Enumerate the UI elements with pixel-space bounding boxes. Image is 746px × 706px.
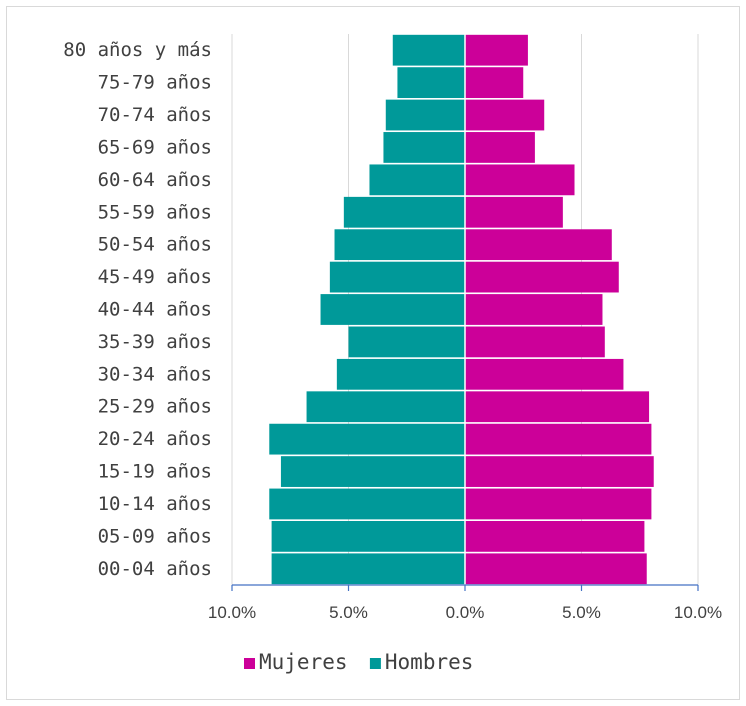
bar-mujeres-16: [465, 553, 647, 585]
bar-hombres-14: [269, 488, 465, 520]
bar-hombres-5: [343, 196, 465, 228]
bar-mujeres-15: [465, 520, 645, 552]
x-tick-label-4: 10.0%: [674, 603, 722, 622]
category-label-15: 05-09 años: [98, 525, 212, 547]
category-label-2: 70-74 años: [98, 104, 212, 126]
bar-mujeres-5: [465, 196, 563, 228]
bar-mujeres-7: [465, 261, 619, 293]
bar-mujeres-0: [465, 34, 528, 66]
x-tick-label-0: 10.0%: [208, 603, 256, 622]
bar-mujeres-11: [465, 391, 650, 423]
bar-hombres-11: [306, 391, 465, 423]
category-label-1: 75-79 años: [98, 72, 212, 94]
bar-mujeres-8: [465, 294, 603, 325]
bar-hombres-3: [383, 132, 465, 163]
bar-mujeres-4: [465, 164, 575, 196]
bar-hombres-8: [320, 294, 465, 325]
category-label-14: 10-14 años: [98, 493, 212, 515]
bar-hombres-7: [329, 261, 465, 293]
bar-hombres-13: [280, 456, 465, 487]
bar-mujeres-6: [465, 229, 612, 261]
category-label-4: 60-64 años: [98, 169, 212, 191]
bar-mujeres-12: [465, 423, 652, 455]
category-label-7: 45-49 años: [98, 266, 212, 288]
bar-mujeres-14: [465, 488, 652, 520]
bar-mujeres-1: [465, 67, 524, 99]
x-tick-label-1: 5.0%: [329, 603, 368, 622]
bar-hombres-9: [348, 326, 465, 358]
category-label-9: 35-39 años: [98, 331, 212, 353]
bar-hombres-12: [269, 423, 465, 455]
x-tick-label-2: 0.0%: [446, 603, 485, 622]
bar-hombres-16: [271, 553, 465, 585]
category-label-0: 80 años y más: [63, 39, 212, 61]
legend-swatch-mujeres: [244, 658, 255, 669]
legend-label-mujeres: Mujeres: [259, 650, 348, 674]
bar-mujeres-9: [465, 326, 605, 358]
category-label-16: 00-04 años: [98, 558, 212, 580]
bar-hombres-4: [369, 164, 465, 196]
category-label-13: 15-19 años: [98, 461, 212, 483]
bar-hombres-10: [336, 358, 465, 390]
category-label-8: 40-44 años: [98, 299, 212, 321]
bar-mujeres-3: [465, 132, 535, 163]
bar-hombres-15: [271, 520, 465, 552]
category-label-12: 20-24 años: [98, 428, 212, 450]
bar-mujeres-13: [465, 456, 654, 487]
bar-hombres-2: [385, 99, 465, 131]
category-label-6: 50-54 años: [98, 234, 212, 256]
bar-hombres-1: [397, 67, 465, 99]
legend-label-hombres: Hombres: [385, 650, 474, 674]
category-label-10: 30-34 años: [98, 363, 212, 385]
bar-mujeres-10: [465, 358, 624, 390]
bar-mujeres-2: [465, 99, 545, 131]
x-tick-label-3: 5.0%: [562, 603, 601, 622]
category-label-11: 25-29 años: [98, 396, 212, 418]
legend-swatch-hombres: [369, 658, 381, 669]
bar-hombres-0: [392, 34, 465, 66]
category-label-3: 65-69 años: [98, 136, 212, 158]
category-label-5: 55-59 años: [98, 201, 212, 223]
bar-hombres-6: [334, 229, 465, 261]
